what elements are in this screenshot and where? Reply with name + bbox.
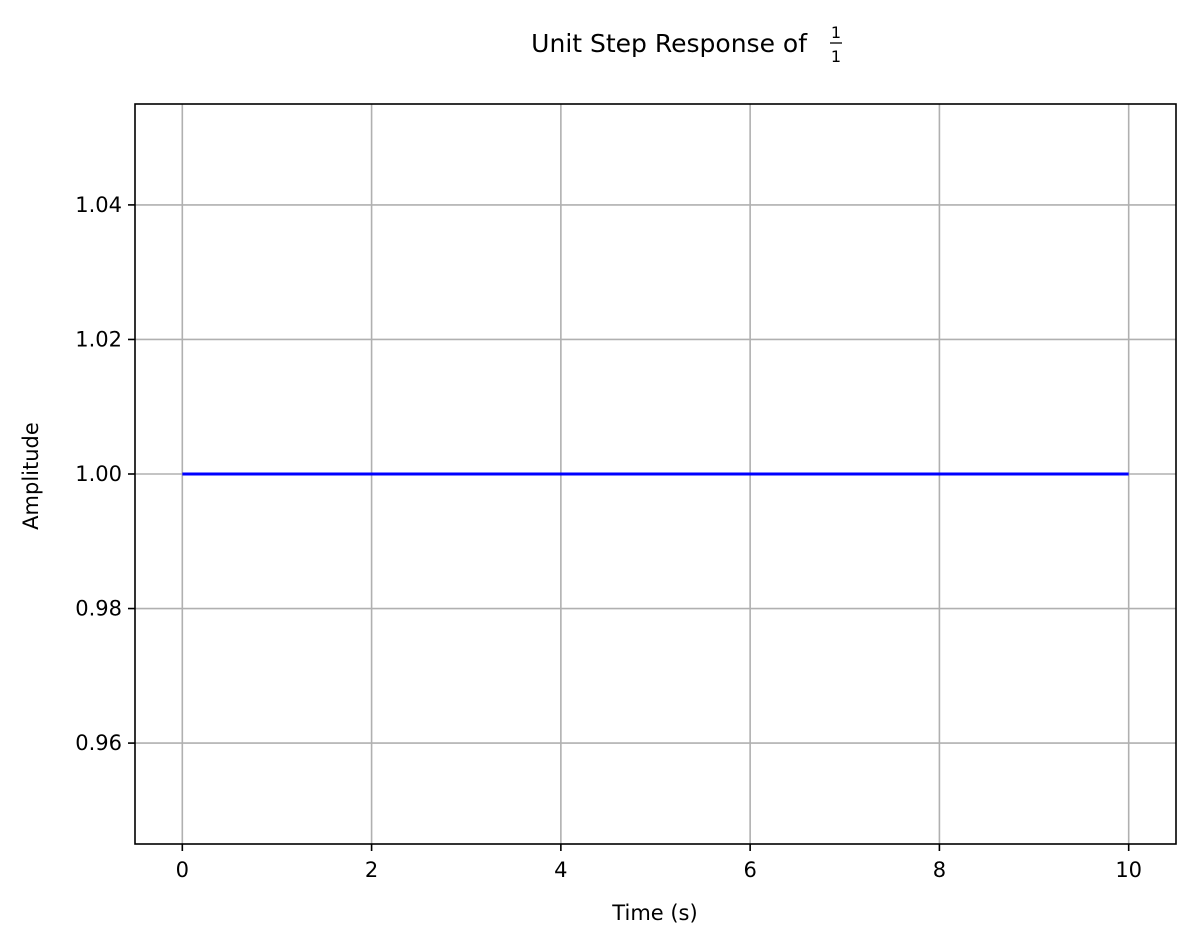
y-tick-label: 0.96 bbox=[75, 731, 122, 755]
x-tick-label: 0 bbox=[176, 858, 189, 882]
y-tick-label: 0.98 bbox=[75, 597, 122, 621]
chart-title-fraction-numerator: 1 bbox=[831, 23, 841, 42]
x-tick-label: 4 bbox=[554, 858, 567, 882]
x-tick-label: 8 bbox=[933, 858, 946, 882]
chart-title: Unit Step Response of 1 1 bbox=[531, 23, 842, 66]
x-tick-label: 10 bbox=[1115, 858, 1142, 882]
y-tick-label: 1.00 bbox=[75, 462, 122, 486]
chart-title-text: Unit Step Response of bbox=[531, 29, 808, 58]
chart-title-fraction-denominator: 1 bbox=[831, 47, 841, 66]
x-tick-label: 6 bbox=[743, 858, 756, 882]
y-tick-label: 1.02 bbox=[75, 327, 122, 351]
y-axis-label: Amplitude bbox=[19, 422, 43, 530]
y-axis: 0.96 0.98 1.00 1.02 1.04 bbox=[75, 193, 135, 755]
x-axis-label: Time (s) bbox=[611, 901, 697, 925]
y-tick-label: 1.04 bbox=[75, 193, 122, 217]
x-axis: 0 2 4 6 8 10 bbox=[176, 844, 1142, 882]
x-tick-label: 2 bbox=[365, 858, 378, 882]
